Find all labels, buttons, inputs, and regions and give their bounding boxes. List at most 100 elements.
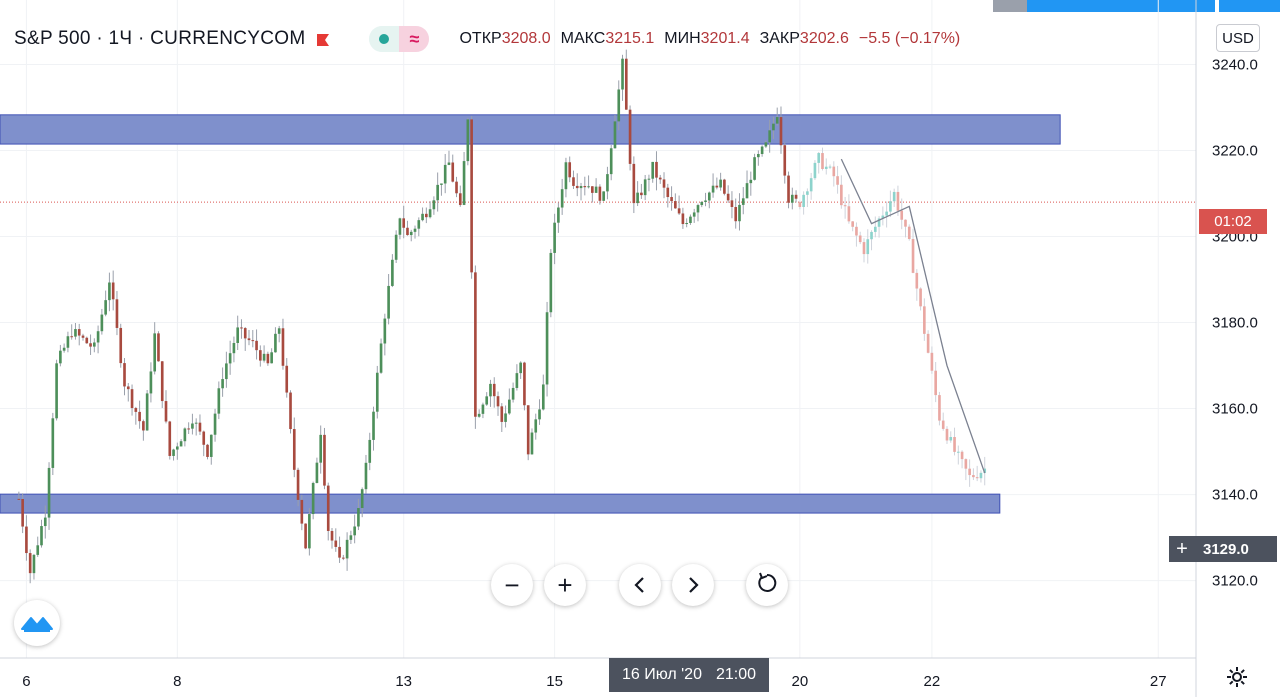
candle-up <box>515 373 519 388</box>
candle-up <box>40 526 43 546</box>
candle-up <box>353 526 356 536</box>
candle-down <box>851 221 854 227</box>
candle-down <box>787 175 790 203</box>
candle-down <box>406 227 409 236</box>
candle-down <box>168 421 172 456</box>
candle-down <box>934 370 937 396</box>
red-flag-icon[interactable] <box>315 32 330 46</box>
approx-icon[interactable]: ≈ <box>399 26 430 52</box>
candle-up <box>262 353 266 361</box>
ohlc-low-value: 3201.4 <box>700 30 750 47</box>
candle-down <box>670 197 673 202</box>
candle-up <box>209 434 213 457</box>
candle-up <box>817 153 821 163</box>
candle-up <box>745 183 749 199</box>
candle-up <box>311 482 315 515</box>
reset-chart-button[interactable] <box>746 564 788 606</box>
x-tick-label: 22 <box>924 673 941 690</box>
x-tick-label: 8 <box>173 673 181 690</box>
crosshair-add-icon[interactable]: + <box>1176 537 1188 560</box>
candle-up <box>59 350 62 364</box>
candle-down <box>240 327 243 329</box>
symbol-title[interactable]: S&P 500 · 1Ч · CURRENCYCOM <box>14 28 306 49</box>
candle-down <box>575 185 579 189</box>
candle-down <box>187 428 190 430</box>
top-toolbar-accent[interactable] <box>1219 0 1280 12</box>
candle-up <box>877 218 881 227</box>
candle-up <box>466 119 470 162</box>
candle-up <box>557 207 560 223</box>
indicator-pill[interactable]: ≈ <box>369 26 430 52</box>
candle-up <box>398 218 402 235</box>
candle-up <box>51 418 55 468</box>
candle-up <box>108 282 111 301</box>
candle-up <box>651 161 655 179</box>
candle-up <box>364 462 368 490</box>
candle-up <box>236 327 240 343</box>
candle-up <box>277 328 281 334</box>
projection-path <box>840 158 986 474</box>
x-tick-label: 6 <box>22 673 30 690</box>
candle-up <box>96 331 100 343</box>
zoom-out-button[interactable]: − <box>491 564 533 606</box>
candle-down <box>960 451 964 460</box>
x-tick-label: 13 <box>395 673 412 690</box>
scroll-left-button[interactable] <box>619 564 661 606</box>
candle-up <box>885 211 888 216</box>
candle-up <box>828 166 832 168</box>
candle-down <box>975 477 979 479</box>
candle-up <box>462 161 466 205</box>
candle-down <box>470 119 473 273</box>
status-dot-icon[interactable] <box>369 26 400 52</box>
candle-down <box>402 218 406 228</box>
ohlc-values: ОТКР3208.0 МАКС3215.1 МИН3201.4 ЗАКР3202… <box>459 30 960 48</box>
candle-down <box>923 306 926 334</box>
candle-down <box>836 176 839 185</box>
zone-resistance <box>0 114 1061 145</box>
candle-up <box>391 259 394 286</box>
candle-down <box>915 272 919 289</box>
candle-up <box>892 191 896 202</box>
candle-down <box>715 185 719 188</box>
candle-up <box>692 212 696 217</box>
candle-up <box>477 413 481 417</box>
candle-up <box>689 216 692 224</box>
candle-up <box>772 123 775 131</box>
candle-down <box>953 437 956 452</box>
candle-down <box>938 395 941 421</box>
candle-up <box>613 121 617 149</box>
candle-down <box>115 299 119 328</box>
candle-down <box>202 431 206 445</box>
candle-down <box>21 498 24 527</box>
crosshair-price-tag: + 3129.0 <box>1169 536 1277 562</box>
candle-down <box>77 329 81 336</box>
candle-down <box>247 338 251 341</box>
candle-down <box>568 162 572 178</box>
top-toolbar-active[interactable] <box>1027 0 1215 12</box>
tradingview-logo-icon[interactable] <box>14 600 60 646</box>
candle-up <box>617 89 621 122</box>
candle-down <box>632 163 636 204</box>
scroll-right-button[interactable] <box>672 564 714 606</box>
candle-down <box>474 272 477 417</box>
candle-down <box>843 205 847 207</box>
candle-down <box>111 282 115 300</box>
currency-button[interactable]: USD <box>1216 24 1260 52</box>
candle-up <box>66 336 70 348</box>
candle-up <box>881 215 885 219</box>
candle-down <box>526 405 530 455</box>
zoom-in-button[interactable]: + <box>544 564 586 606</box>
candle-up <box>308 514 311 549</box>
candle-up <box>153 333 157 372</box>
candle-down <box>292 429 296 470</box>
candle-up <box>349 535 353 540</box>
candle-down <box>342 557 345 559</box>
candle-up <box>232 342 236 354</box>
candle-up <box>564 162 568 190</box>
candle-down <box>130 389 134 409</box>
candle-down <box>28 553 32 574</box>
candle-down <box>251 340 255 342</box>
gear-icon[interactable] <box>1224 664 1250 690</box>
ohlc-open-label: ОТКР <box>459 30 502 47</box>
